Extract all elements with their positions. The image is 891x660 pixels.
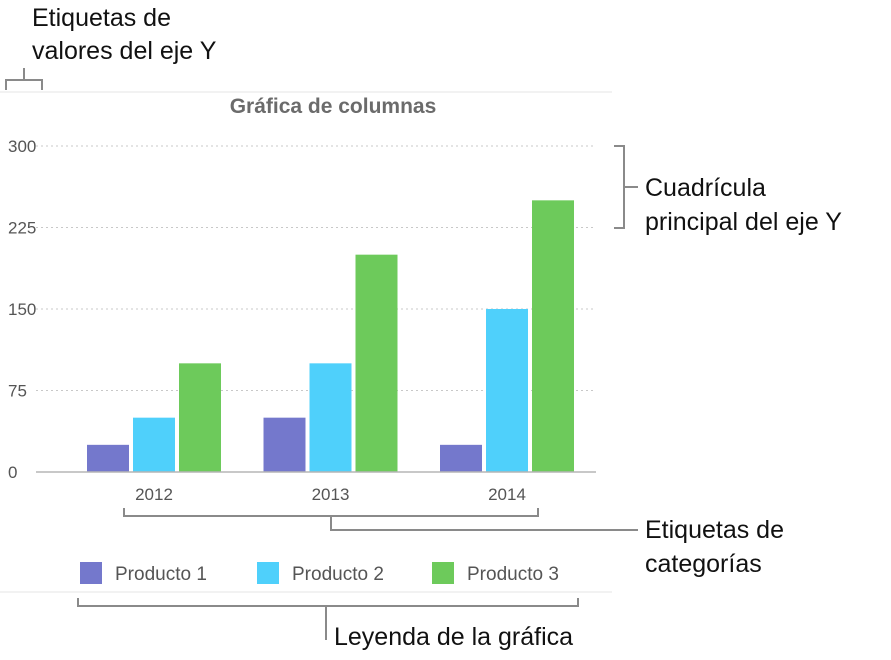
callout-categories-line1: Etiquetas de: [645, 516, 784, 544]
bar-producto-2-2012: [133, 417, 175, 472]
legend-label: Producto 2: [292, 564, 384, 585]
bar-producto-3-2013: [355, 254, 398, 472]
bar-producto-2-2014: [486, 309, 528, 472]
x-tick-label: 2014: [488, 485, 526, 504]
chart-title: Gráfica de columnas: [230, 95, 437, 118]
legend-swatch: [257, 562, 279, 584]
bar-producto-2-2013: [309, 363, 352, 472]
callout-categories-bracket: [123, 508, 638, 531]
chart-legend: Producto 1 Producto 2 Producto 3: [80, 562, 559, 585]
y-tick-label: 225: [8, 219, 36, 238]
y-tick-labels: 0 75 150 225 300: [8, 137, 36, 482]
x-tick-label: 2012: [135, 485, 173, 504]
legend-swatch: [80, 562, 102, 584]
callout-gridlines-line2: principal del eje Y: [645, 208, 842, 236]
legend-swatch: [432, 562, 454, 584]
legend-label: Producto 1: [115, 564, 207, 585]
x-tick-labels: 2012 2013 2014: [135, 485, 526, 504]
callout-y-value-labels-line1: Etiquetas de: [32, 4, 171, 32]
bar-producto-3-2012: [179, 363, 221, 472]
callout-categories-line2: categorías: [645, 550, 762, 578]
callout-gridlines-bracket: [614, 145, 638, 229]
callout-y-value-labels-line2: valores del eje Y: [32, 37, 217, 65]
x-tick-label: 2013: [312, 485, 350, 504]
bar-producto-1-2012: [87, 444, 129, 472]
callout-y-value-labels-bracket: [5, 68, 43, 90]
bar-producto-3-2014: [532, 200, 574, 473]
bar-series: [87, 200, 574, 473]
y-tick-label: 150: [8, 300, 36, 319]
legend-label: Producto 3: [467, 564, 559, 585]
bar-producto-1-2014: [440, 444, 482, 472]
y-tick-label: 75: [8, 382, 27, 401]
y-tick-label: 0: [8, 463, 17, 482]
callout-legend: Leyenda de la gráfica: [334, 623, 573, 651]
callout-gridlines-line1: Cuadrícula: [645, 174, 766, 202]
y-tick-label: 300: [8, 137, 36, 156]
bar-producto-1-2013: [263, 417, 306, 472]
callout-legend-bracket: [77, 598, 579, 640]
